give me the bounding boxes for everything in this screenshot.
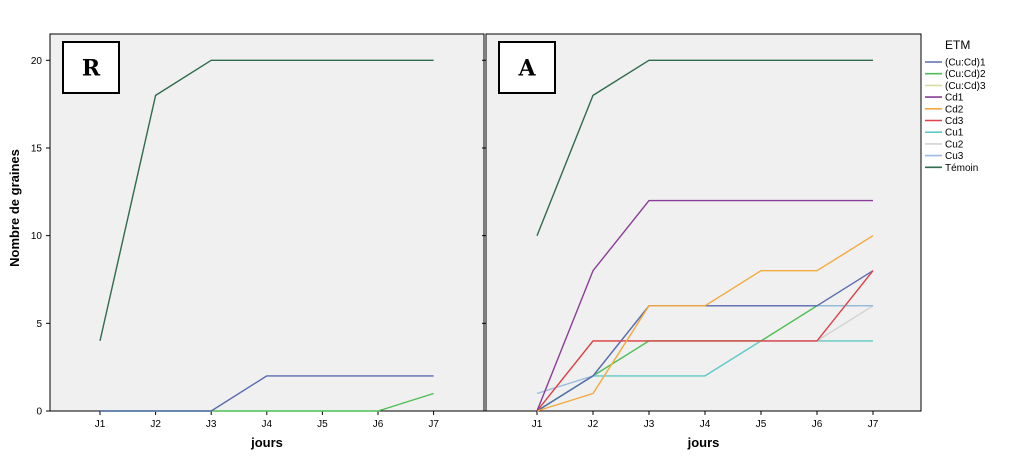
legend-label: Témoin <box>945 163 978 174</box>
y-tick-label: 0 <box>36 407 42 418</box>
y-tick-label: 15 <box>31 143 43 154</box>
x-tick-label: J7 <box>868 419 879 430</box>
panel-label-frame <box>498 41 556 94</box>
x-tick-label: J4 <box>262 419 273 430</box>
series-group <box>99 59 434 412</box>
panel-A: J1 J2 J3 J4 J5 J6 J7 jours A <box>482 33 922 450</box>
panel-R: 0 5 10 15 20 J1 J2 J3 J4 J5 J6 J7 jours R <box>31 33 485 450</box>
series-line-t-moin <box>99 59 434 342</box>
x-tick-label: J2 <box>150 419 161 430</box>
legend-entry: Cd3 <box>925 116 964 127</box>
x-tick-label: J4 <box>700 419 711 430</box>
series-line-cd1 <box>536 199 873 412</box>
x-axis-title: jours <box>250 435 283 450</box>
legend-entry: Cu1 <box>925 128 964 139</box>
x-tick-label: J5 <box>317 419 328 430</box>
legend-entry: (Cu:Cd)1 <box>925 58 986 69</box>
series-group <box>536 59 874 412</box>
series-line-t-moin <box>536 59 873 236</box>
legend-label: (Cu:Cd)2 <box>945 69 986 80</box>
y-tick-label: 10 <box>31 231 43 242</box>
series-line-cd3 <box>536 270 874 412</box>
legend-label: Cd2 <box>945 104 964 115</box>
series-line-cd2 <box>536 235 874 412</box>
legend-entry: Cu2 <box>925 139 964 150</box>
x-tick-label: J3 <box>644 419 655 430</box>
plot-area <box>49 33 485 412</box>
legend-label: Cu3 <box>945 151 964 162</box>
legend-entry: Cd1 <box>925 93 964 104</box>
y-axis-title: Nombre de graines <box>7 149 22 267</box>
x-tick-label: J6 <box>373 419 384 430</box>
panel-label: A <box>517 56 536 82</box>
legend-entry: Témoin <box>925 163 978 174</box>
legend-title: ETM <box>945 38 970 52</box>
legend-entry: Cd2 <box>925 104 964 115</box>
x-tick-label: J1 <box>95 419 106 430</box>
plot-area <box>485 33 922 412</box>
legend-label: Cu2 <box>945 139 964 150</box>
legend-label: Cd3 <box>945 116 964 127</box>
legend-entry: Cu3 <box>925 151 964 162</box>
x-tick-label: J5 <box>756 419 767 430</box>
panel-label-box: R <box>62 41 120 94</box>
legend: ETM (Cu:Cd)1(Cu:Cd)2(Cu:Cd)3Cd1Cd2Cd3Cu1… <box>925 38 986 174</box>
legend-label: Cu1 <box>945 128 964 139</box>
panel-label-frame <box>62 41 120 94</box>
legend-label: (Cu:Cd)1 <box>945 58 986 69</box>
x-tick-label: J3 <box>206 419 217 430</box>
panel-label-box: A <box>498 41 556 94</box>
legend-label: Cd1 <box>945 93 964 104</box>
y-tick-label: 20 <box>31 56 43 67</box>
x-tick-label: J2 <box>588 419 599 430</box>
panel-label: R <box>82 56 101 82</box>
legend-label: (Cu:Cd)3 <box>945 81 986 92</box>
x-tick-label: J6 <box>812 419 823 430</box>
legend-entry: (Cu:Cd)3 <box>925 81 986 92</box>
x-axis-title: jours <box>687 435 720 450</box>
legend-entry: (Cu:Cd)2 <box>925 69 986 80</box>
x-tick-label: J7 <box>428 419 439 430</box>
y-tick-label: 5 <box>36 319 42 330</box>
x-tick-label: J1 <box>532 419 543 430</box>
series-line--cu-cd-1 <box>100 375 434 412</box>
